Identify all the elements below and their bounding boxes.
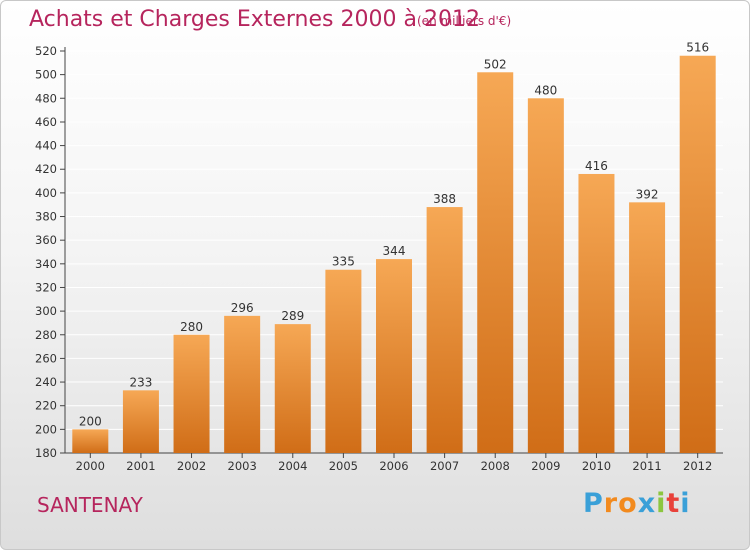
y-tick-label: 220 [35,399,57,413]
bar-value-label: 388 [433,192,456,206]
bar-2003 [224,315,261,453]
bar-value-label: 335 [332,255,355,269]
x-tick-label: 2012 [683,459,712,473]
y-tick-label: 340 [35,257,57,271]
bar-value-label: 233 [129,375,152,389]
bar-2004 [274,324,311,453]
bar-value-label: 200 [79,414,102,428]
x-tick-label: 2010 [582,459,611,473]
y-tick-label: 400 [35,186,57,200]
y-tick-label: 460 [35,115,57,129]
bar-value-label: 502 [484,57,507,71]
x-tick-label: 2007 [430,459,459,473]
chart-title: Achats et Charges Externes 2000 à 2012 [29,7,480,32]
data-labels: 200 233 280 296 289 335 344 388 502 480 416 392 516 [79,41,709,429]
bar-2000 [72,429,109,453]
bar-value-label: 416 [585,159,608,173]
x-tick-label: 2004 [278,459,307,473]
bar-value-label: 480 [534,83,557,97]
y-tick-label: 520 [35,44,57,58]
x-tick-label: 2001 [126,459,155,473]
y-tick-label: 420 [35,162,57,176]
logo-letter: P [583,488,604,519]
bar-2006 [376,259,412,453]
x-tick-label: 2002 [177,459,206,473]
y-tick-label: 200 [35,422,57,436]
commune-name: SANTENAY [37,493,143,517]
bar-value-label: 516 [686,41,709,55]
x-tick-label: 2008 [481,459,510,473]
y-tick-label: 240 [35,375,57,389]
logo-letter: i [680,488,691,519]
y-tick-label: 360 [35,233,57,247]
bar-value-label: 280 [180,320,203,334]
x-tick-label: 2006 [379,459,408,473]
bar-2001 [122,390,159,453]
logo-letter: r [603,488,619,519]
bar-value-label: 289 [281,309,304,323]
bar-value-label: 392 [636,187,659,201]
bar-value-label: 344 [383,244,406,258]
bar-2012 [679,55,716,454]
x-tick-label: 2005 [329,459,358,473]
y-tick-label: 500 [35,68,57,82]
bar-2008 [477,72,514,454]
y-tick-label: 440 [35,139,57,153]
bar-2005 [325,269,362,453]
x-tick-label: 2000 [76,459,105,473]
y-tick-label: 300 [35,304,57,318]
x-tick-label: 2009 [531,459,560,473]
bar-value-label: 296 [231,301,254,315]
bars [72,55,716,454]
bar-2010 [578,173,615,453]
y-tick-label: 380 [35,210,57,224]
y-tick-label: 260 [35,351,57,365]
bar-2009 [527,98,564,453]
chart-subtitle: (en milliers d'€) [417,14,512,28]
logo-letter: t [666,488,681,519]
y-tick-label: 480 [35,91,57,105]
bar-2011 [629,202,666,453]
logo-letter: x [637,488,657,519]
bar-2007 [426,207,463,453]
logo-letter: i [656,488,667,519]
y-tick-label: 320 [35,280,57,294]
x-tick-label: 2003 [228,459,257,473]
x-tick-label: 2011 [632,459,661,473]
bar-2002 [173,334,210,453]
logo-letter: o [618,488,638,519]
y-tick-label: 280 [35,328,57,342]
proxiti-logo[interactable]: Proxiti [583,488,691,519]
y-tick-label: 180 [35,446,57,460]
